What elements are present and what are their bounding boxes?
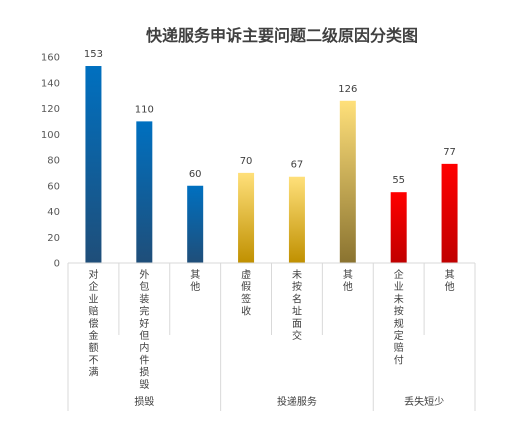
bar — [288, 176, 305, 263]
y-tick-label: 80 — [47, 156, 60, 167]
y-tick-label: 100 — [41, 130, 60, 141]
y-tick-label: 140 — [41, 78, 60, 89]
bar — [390, 192, 407, 263]
category-label: 其他 — [190, 269, 200, 293]
bar — [136, 121, 153, 263]
data-label: 77 — [443, 147, 456, 158]
category-label: 未按名址面交 — [292, 269, 302, 342]
data-labels: 153 110 60 70 67 126 55 77 — [84, 49, 456, 186]
category-label: 其他 — [445, 269, 455, 293]
bar — [441, 163, 458, 263]
category-label: 其他 — [343, 269, 353, 293]
bar — [339, 100, 356, 264]
group-label: 损毁 — [134, 395, 154, 408]
y-tick-label: 20 — [47, 233, 60, 244]
bar — [85, 66, 102, 263]
data-label: 67 — [291, 160, 304, 171]
y-tick-label: 120 — [41, 104, 60, 115]
y-axis: 0 20 40 60 80 100 120 140 160 — [41, 53, 60, 270]
data-label: 126 — [338, 84, 357, 95]
chart-title: 快递服务申诉主要问题二级原因分类图 — [146, 26, 418, 45]
data-label: 70 — [240, 156, 253, 167]
data-label: 110 — [135, 104, 154, 115]
category-label: 企业未按规定赔付 — [394, 268, 404, 366]
data-label: 55 — [392, 175, 405, 186]
data-label: 153 — [84, 49, 103, 60]
y-tick-label: 60 — [47, 181, 60, 192]
x-axis: 对企业赔偿金额不满 外包装完好但内件损毁 其他 虚假签收 未按名址面交 其他 企业未按规定赔… — [67, 262, 476, 411]
y-tick-label: 160 — [41, 53, 60, 64]
y-tick-label: 0 — [54, 259, 60, 270]
group-label: 丢失短少 — [404, 395, 444, 408]
category-label: 虚假签收 — [241, 269, 251, 318]
group-label: 投递服务 — [277, 395, 317, 408]
bar — [187, 185, 204, 263]
category-label: 外包装完好但内件损毁 — [139, 269, 149, 391]
data-label: 60 — [189, 169, 202, 180]
category-label: 对企业赔偿金额不满 — [88, 268, 98, 379]
bar — [238, 172, 255, 263]
y-tick-label: 40 — [47, 207, 60, 218]
bars — [85, 66, 458, 264]
